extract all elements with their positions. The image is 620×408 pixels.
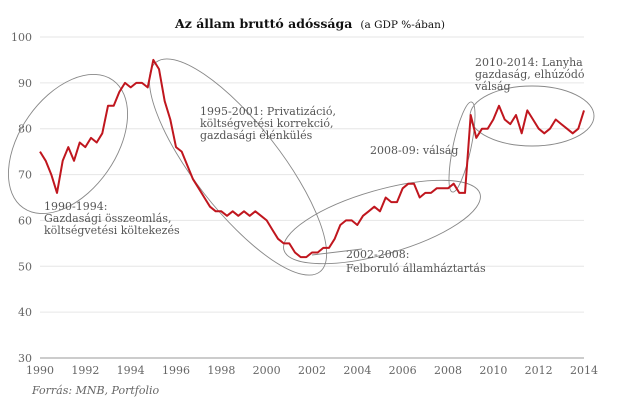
x-tick-label: 2000 bbox=[253, 364, 281, 377]
annotation-line: 2008-09: válság bbox=[370, 144, 458, 157]
x-tick-label: 2008 bbox=[434, 364, 462, 377]
annotation-line: költségvetési költekezés bbox=[44, 224, 180, 237]
x-tick-label: 2010 bbox=[479, 364, 507, 377]
x-tick-label: 2004 bbox=[343, 364, 371, 377]
x-tick-label: 2014 bbox=[570, 364, 598, 377]
annotation-ellipse bbox=[469, 85, 595, 147]
x-tick-label: 1992 bbox=[71, 364, 99, 377]
debt-series-line bbox=[39, 58, 585, 259]
annotation-line: költségvetési korrekció, bbox=[200, 117, 334, 130]
y-tick-label: 100 bbox=[11, 31, 32, 44]
x-tick-label: 2006 bbox=[389, 364, 417, 377]
annotation-label: 1990-1994: Gazdasági összeomlás, költségve… bbox=[44, 200, 180, 237]
annotation-ellipses bbox=[7, 58, 595, 276]
y-axis-ticks: 30 40 50 60 70 80 90 100 bbox=[11, 31, 32, 365]
annotation-ellipse bbox=[448, 101, 476, 193]
annotation-ellipse bbox=[148, 58, 328, 276]
y-tick-label: 50 bbox=[18, 260, 32, 273]
y-tick-label: 80 bbox=[18, 123, 32, 136]
annotation-ellipse bbox=[7, 73, 129, 215]
chart-subtitle: (a GDP %-ában) bbox=[360, 19, 445, 31]
annotation-label: 1995-2001: Privatizáció, költségvetési ko… bbox=[200, 105, 336, 142]
annotation-label: 2008-09: válság bbox=[370, 144, 458, 157]
annotation-line: válság bbox=[474, 80, 511, 93]
x-tick-label: 2002 bbox=[298, 364, 326, 377]
x-tick-label: 1994 bbox=[117, 364, 145, 377]
chart-title-main: Az állam bruttó adóssága bbox=[174, 16, 352, 31]
chart-title: Az állam bruttó adóssága (a GDP %-ában) bbox=[174, 13, 445, 32]
y-tick-label: 60 bbox=[18, 214, 32, 227]
y-tick-label: 70 bbox=[18, 169, 32, 182]
x-tick-label: 1998 bbox=[207, 364, 235, 377]
annotation-line: 1990-1994: bbox=[44, 200, 107, 213]
annotation-label: 2010-2014: Lanyha gazdaság, elhúzódó válsá… bbox=[474, 56, 585, 93]
annotation-ellipse bbox=[283, 179, 481, 265]
x-tick-label: 1990 bbox=[26, 364, 54, 377]
y-tick-label: 90 bbox=[18, 77, 32, 90]
annotations: 1990-1994: Gazdasági összeomlás, költségve… bbox=[44, 56, 585, 275]
annotation-line: 2010-2014: Lanyha bbox=[475, 56, 583, 69]
annotation-line: 1995-2001: Privatizáció, bbox=[200, 105, 336, 118]
gridlines bbox=[40, 36, 584, 359]
annotation-line: 2002-2008: bbox=[346, 248, 409, 261]
x-axis-ticks: 1990 1992 1994 1996 1998 2000 2002 2004 2006 2008… bbox=[26, 364, 598, 377]
x-tick-label: 1996 bbox=[162, 364, 190, 377]
annotation-label: 2002-2008: Felboruló államháztartás bbox=[346, 248, 486, 275]
plot-area bbox=[39, 58, 585, 259]
y-tick-label: 40 bbox=[18, 306, 32, 319]
annotation-leader-line bbox=[311, 248, 363, 256]
annotation-line: gazdasági élénkülés bbox=[200, 129, 313, 142]
source-note: Forrás: MNB, Portfolio bbox=[31, 384, 160, 397]
annotation-line: Gazdasági összeomlás, bbox=[44, 212, 172, 225]
x-tick-label: 2012 bbox=[525, 364, 553, 377]
annotation-line: gazdaság, elhúzódó bbox=[475, 68, 585, 81]
y-tick-label: 30 bbox=[18, 352, 32, 365]
annotation-line: Felboruló államháztartás bbox=[346, 262, 486, 275]
